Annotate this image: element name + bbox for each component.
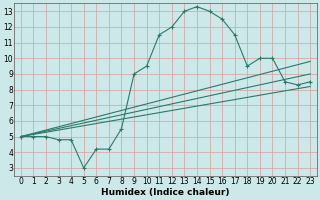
X-axis label: Humidex (Indice chaleur): Humidex (Indice chaleur) xyxy=(101,188,230,197)
